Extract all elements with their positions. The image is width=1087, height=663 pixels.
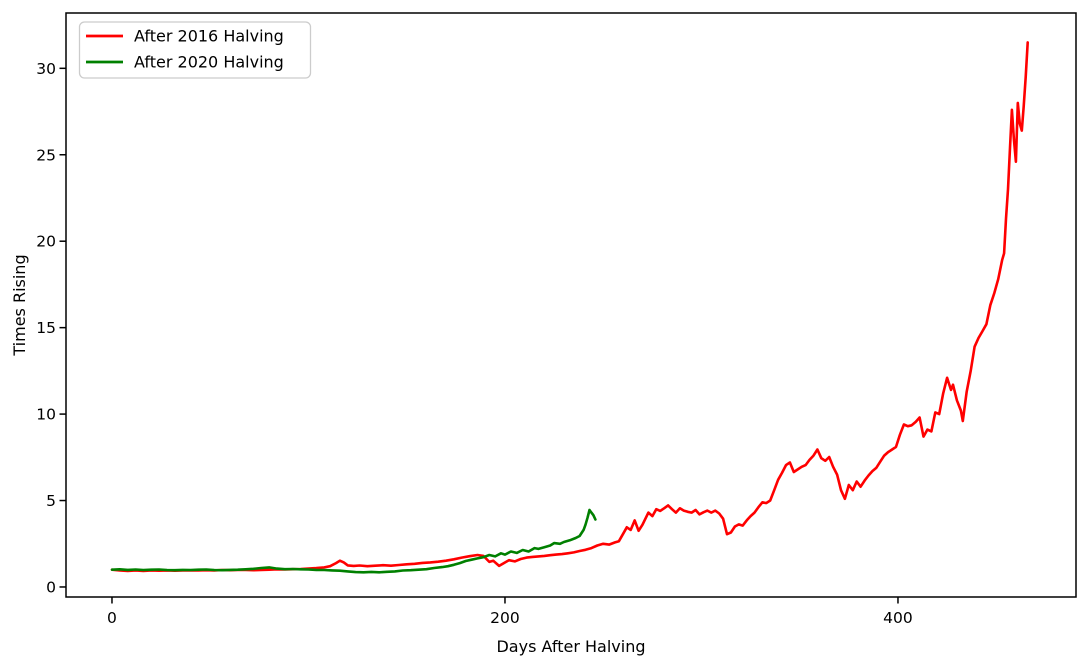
- legend: After 2016 Halving After 2020 Halving: [78, 21, 312, 79]
- y-axis-label: Times Rising: [10, 254, 29, 356]
- legend-label-2020: After 2020 Halving: [134, 53, 284, 72]
- axes-background: [66, 13, 1076, 597]
- series-line-2020: [110, 508, 597, 574]
- y-tick-label: 15: [36, 319, 56, 337]
- y-axis: 0 5 10 15 20 25 30: [36, 60, 66, 596]
- legend-box: [78, 21, 312, 79]
- y-tick-label: 20: [36, 233, 56, 251]
- y-tick-label: 5: [46, 492, 56, 510]
- series-line-2016: [110, 41, 1029, 573]
- axes-spines: [65, 12, 1077, 598]
- x-tick-label: 200: [490, 609, 520, 627]
- legend-label-2016: After 2016 Halving: [134, 27, 284, 46]
- y-tick-label: 0: [46, 578, 56, 596]
- y-tick-label: 10: [36, 406, 56, 424]
- x-tick-label: 400: [883, 609, 913, 627]
- plot-area: [65, 12, 1077, 598]
- x-tick-label: 0: [107, 609, 117, 627]
- y-tick-label: 25: [36, 146, 56, 164]
- y-tick-label: 30: [36, 60, 56, 78]
- x-axis-label: Days After Halving: [496, 637, 645, 656]
- series-group: [110, 41, 1029, 574]
- x-axis: 0 200 400: [107, 597, 913, 627]
